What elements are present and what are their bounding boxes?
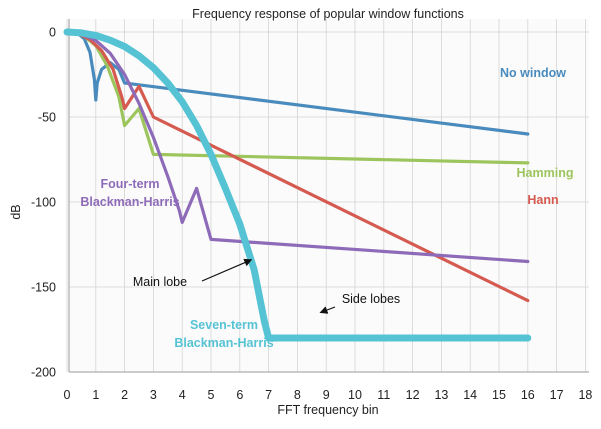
x-tick-label: 13 (434, 388, 448, 402)
y-tick-label: 0 (49, 26, 56, 40)
series-layer (63, 28, 532, 342)
y-tick-label: -200 (31, 366, 56, 380)
x-tick-label: 5 (208, 388, 215, 402)
series-label: No window (500, 66, 566, 80)
annotation-label: Main lobe (133, 275, 187, 289)
x-axis-label: FFT frequency bin (277, 403, 378, 417)
annotation-arrow (201, 258, 253, 282)
x-tick-label: 3 (150, 388, 157, 402)
x-tick-label: 1 (92, 388, 99, 402)
x-tick-label: 18 (578, 388, 592, 402)
series-line-seven-term-blackman-harris (63, 28, 532, 342)
annotation-label: Side lobes (342, 292, 400, 306)
annotation-arrow (319, 306, 336, 314)
y-axis-label: dB (9, 204, 23, 219)
x-tick-label: 2 (121, 388, 128, 402)
y-tick-label: -100 (31, 196, 56, 210)
x-tick-label: 8 (294, 388, 301, 402)
x-tick-label: 12 (406, 388, 420, 402)
x-tick-label: 0 (64, 388, 71, 402)
tick-labels: 0 1 2 3 4 5 6 7 8 9 10 11 12 13 14 15 16 17 180-50-100-150… (31, 26, 592, 403)
y-tick-label: -50 (38, 111, 56, 125)
series-label: Hamming (517, 166, 574, 180)
series-label: Hann (527, 193, 558, 207)
chart-title: Frequency response of popular window fun… (192, 7, 464, 21)
x-tick-label: 17 (550, 388, 564, 402)
x-tick-label: 6 (236, 388, 243, 402)
x-tick-label: 14 (463, 388, 477, 402)
series-label: Four-term Blackman-Harris (80, 177, 179, 209)
x-tick-label: 7 (265, 388, 272, 402)
x-tick-label: 9 (323, 388, 330, 402)
x-tick-label: 10 (348, 388, 362, 402)
x-tick-label: 4 (179, 388, 186, 402)
annotations-layer: No window Hamming Hann Four-term Blackman-Ha… (80, 66, 573, 350)
x-tick-label: 11 (377, 388, 390, 402)
x-tick-label: 15 (492, 388, 506, 402)
axes (68, 19, 589, 373)
series-label: Seven-term Blackman-Harris (174, 318, 273, 350)
x-tick-label: 16 (521, 388, 535, 402)
plot-background (69, 19, 589, 372)
y-tick-label: -150 (31, 281, 56, 295)
series-line-four-term-blackman-harris (65, 30, 530, 264)
